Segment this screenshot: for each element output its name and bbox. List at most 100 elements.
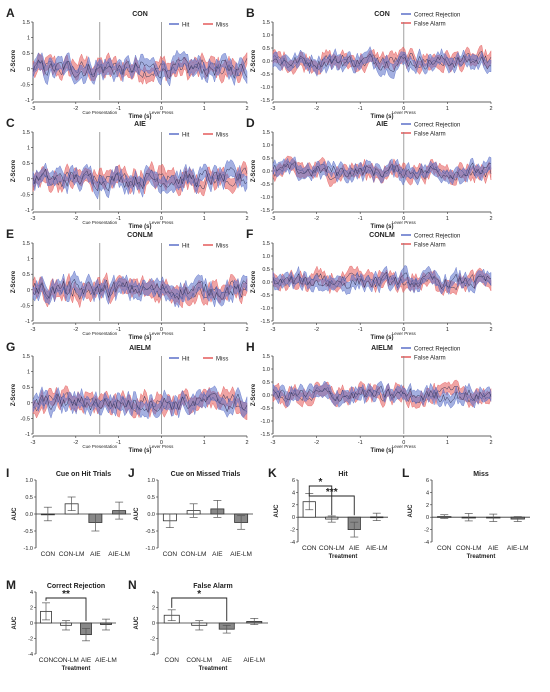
chart-title: Correct Rejection — [47, 583, 105, 590]
x-axis-title: Time (s) — [371, 448, 394, 454]
y-tick-label: 0.0 — [147, 512, 155, 518]
y-tick-label: -2 — [150, 637, 155, 643]
x-tick-label: -1 — [116, 106, 121, 112]
legend-label: Correct Rejection — [414, 234, 460, 240]
chart-title: False Alarm — [193, 583, 232, 590]
panel-letter: F — [246, 227, 253, 241]
legend-label: Miss — [216, 133, 228, 139]
legend-label: Miss — [216, 244, 228, 250]
x-tick-label: -2 — [73, 327, 78, 333]
significance-marker: *** — [326, 487, 338, 498]
y-tick-label: -0.5 — [261, 293, 270, 299]
event-label: Cue Presentation — [82, 331, 117, 336]
y-axis-title: Z-Score — [251, 49, 257, 72]
category-label: AIE-LM — [95, 657, 117, 664]
category-label: CON — [165, 657, 180, 664]
x-tick-label: -2 — [314, 440, 319, 446]
y-tick-label: 1.5 — [22, 354, 30, 360]
category-label: AIE-LM — [230, 551, 252, 558]
y-axis-title: Z-Score — [251, 270, 257, 293]
hit-mean-trace — [272, 53, 492, 72]
significance-bracket — [308, 485, 333, 516]
category-label: AIE-LM — [507, 545, 529, 552]
y-axis-title: Z-Score — [251, 159, 257, 182]
category-label: CON — [39, 657, 54, 664]
x-tick-label: 0 — [160, 106, 163, 112]
y-tick-label: -1.5 — [261, 319, 270, 325]
trace-panel-d: D AIE Correct Rejection False Alarm 1.5 1.0 0.… — [246, 116, 493, 230]
y-tick-label: 2 — [30, 606, 33, 612]
category-label: AIE — [90, 551, 101, 558]
y-tick-label: 6 — [426, 478, 429, 484]
hit-error-band — [32, 385, 248, 420]
category-label: CON-LM — [186, 657, 212, 664]
legend-label: Miss — [216, 357, 228, 363]
y-tick-label: 0.0 — [262, 169, 270, 175]
x-tick-label: 2 — [245, 440, 248, 446]
x-tick-label: 0 — [402, 106, 405, 112]
x-tick-label: 2 — [489, 327, 492, 333]
x-tick-label: -1 — [116, 440, 121, 446]
legend-label: Hit — [182, 23, 190, 29]
y-tick-label: 1 — [27, 36, 30, 42]
x-tick-label: 0 — [160, 440, 163, 446]
x-tick-label: -1 — [358, 216, 363, 222]
significance-bracket — [171, 597, 228, 621]
y-tick-label: 0.5 — [22, 51, 30, 57]
x-tick-label: -3 — [31, 327, 36, 333]
panel-title: AIELM — [129, 345, 151, 352]
bar-chart-n: N False Alarm 4 2 0 -2 -4 AUC CON CON-LM AIE AIE-LM… — [128, 578, 268, 672]
category-label: AIE-LM — [243, 657, 265, 664]
x-axis-title: Time (s) — [371, 335, 394, 341]
y-axis-title: Z-Score — [251, 383, 257, 406]
miss-mean-trace — [272, 385, 492, 403]
hit-error-band — [32, 49, 248, 87]
legend-label: Correct Rejection — [414, 123, 460, 129]
y-axis-title: Z-Score — [11, 383, 17, 406]
event-label: Cue Presentation — [82, 110, 117, 115]
category-label: AIE — [212, 551, 223, 558]
legend-label: False Alarm — [414, 22, 446, 28]
y-tick-label: -1 — [25, 98, 30, 104]
y-tick-label: 1 — [27, 370, 30, 376]
y-tick-label: -1 — [25, 208, 30, 214]
panel-letter: C — [6, 116, 15, 130]
y-tick-label: 4 — [30, 590, 33, 596]
y-axis-title: Z-Score — [11, 270, 17, 293]
legend-label: Hit — [182, 133, 190, 139]
y-tick-label: 4 — [152, 590, 155, 596]
y-tick-label: -0.5 — [21, 303, 30, 309]
panel-title: CON — [132, 11, 148, 18]
y-axis-title: Z-Score — [11, 159, 17, 182]
x-tick-label: 0 — [402, 216, 405, 222]
hit-error-band — [272, 46, 492, 79]
trace-panel-b: B CON Correct Rejection False Alarm 1.5 1.0 0.… — [246, 6, 493, 120]
category-label: AIE-LM — [108, 551, 130, 558]
y-tick-label: 0 — [426, 515, 429, 521]
trace-panel-f: F CONLM Correct Rejection False Alarm 1.5 1.0… — [246, 227, 493, 341]
significance-marker: ** — [62, 589, 70, 600]
hit-error-band — [32, 270, 248, 309]
y-tick-label: 0.5 — [262, 380, 270, 386]
x-axis-title: Time (s) — [129, 335, 152, 341]
x-axis-title: Time (s) — [129, 448, 152, 454]
y-tick-label: 0.5 — [262, 156, 270, 162]
x-tick-label: -2 — [73, 440, 78, 446]
y-tick-label: -1.5 — [261, 98, 270, 104]
y-tick-label: 1.0 — [262, 33, 270, 39]
y-tick-label: 0 — [30, 621, 33, 627]
y-tick-label: 1.0 — [147, 478, 155, 484]
category-label: CON-LM — [181, 551, 207, 558]
panel-title: CONLM — [127, 232, 153, 239]
x-tick-label: 1 — [203, 440, 206, 446]
chart-title: Miss — [473, 471, 489, 478]
trace-panel-c: C AIE Hit Miss 1.5 1 0.5 0 -0.5 -1 Z-Score -3 -2 -1 0 1… — [6, 116, 249, 230]
y-tick-label: -0.5 — [24, 529, 33, 535]
y-tick-label: -0.5 — [21, 192, 30, 198]
trace-panel-g: G AIELM Hit Miss 1.5 1 0.5 0 -0.5 -1 Z-Score -3 -2 -1… — [6, 340, 249, 454]
x-tick-label: -3 — [31, 216, 36, 222]
category-label: CON-LM — [53, 657, 79, 664]
category-label: AIE — [81, 657, 92, 664]
significance-bracket — [45, 597, 87, 621]
